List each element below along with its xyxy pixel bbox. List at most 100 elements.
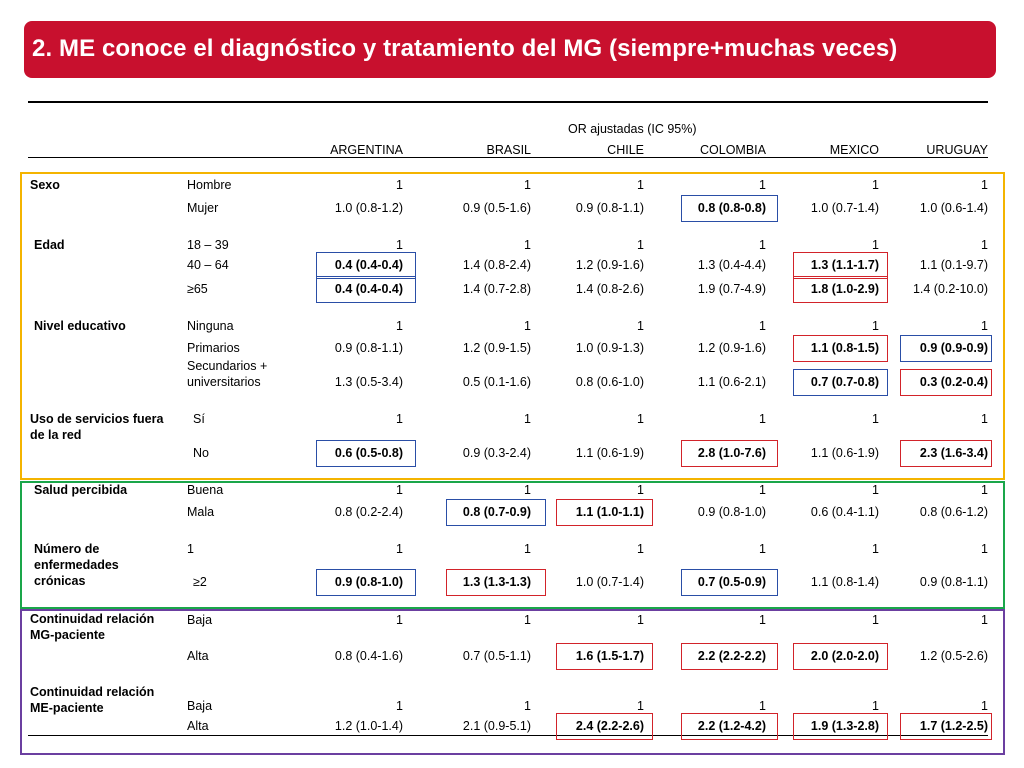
- table-cell: 1.2 (1.0-1.4): [334, 719, 403, 733]
- table-cell: 1: [872, 483, 879, 497]
- highlight-box: [316, 252, 416, 279]
- table-cell: 2.2 (1.2-4.2): [697, 719, 766, 733]
- table-cell: 1.1 (0.6-1.9): [810, 446, 879, 460]
- highlight-box: [681, 195, 778, 222]
- table-cell: 0.6 (0.5-0.8): [334, 446, 403, 460]
- column-header-chile: CHILE: [607, 143, 644, 157]
- group-label: Sexo: [30, 178, 60, 192]
- group-label: Salud percibida: [34, 483, 128, 497]
- table-cell: 1.4 (0.8-2.6): [575, 282, 644, 296]
- table-cell: 0.5 (0.1-1.6): [462, 375, 531, 389]
- table-cell: 0.9 (0.8-1.1): [575, 201, 644, 215]
- table-cell: 1: [759, 178, 766, 192]
- table-cell: 0.8 (0.4-1.6): [334, 649, 403, 663]
- table-cell: 1: [872, 613, 879, 627]
- table-cell: 1.0 (0.7-1.4): [810, 201, 879, 215]
- header-rule: [28, 157, 988, 158]
- highlight-box: [446, 499, 546, 526]
- row-label: Buena: [187, 483, 224, 497]
- table-cell: 1: [637, 483, 644, 497]
- table-cell: 0.8 (0.7-0.9): [462, 505, 531, 519]
- highlight-box: [793, 369, 888, 396]
- title-banner: 2. ME conoce el diagnóstico y tratamient…: [24, 21, 996, 78]
- table-cell: 1: [759, 238, 766, 252]
- table-cell: 1.0 (0.6-1.4): [919, 201, 988, 215]
- table-cell: 1: [396, 238, 403, 252]
- highlight-box: [681, 643, 778, 670]
- table-cell: 0.9 (0.8-1.0): [334, 575, 403, 589]
- table-cell: 1.7 (1.2-2.5): [919, 719, 988, 733]
- highlight-box: [900, 335, 992, 362]
- table-cell: 0.8 (0.8-0.8): [697, 201, 766, 215]
- table-cell: 1: [396, 178, 403, 192]
- table-cell: 1.3 (1.3-1.3): [462, 575, 531, 589]
- table-cell: 1.1 (0.6-1.9): [575, 446, 644, 460]
- table-cell: 1: [637, 319, 644, 333]
- table-cell: 1: [872, 412, 879, 426]
- table-cell: 1: [524, 613, 531, 627]
- table-cell: 1: [872, 178, 879, 192]
- table-cell: 0.4 (0.4-0.4): [334, 258, 403, 272]
- table-cell: 1: [396, 483, 403, 497]
- table-cell: 1.8 (1.0-2.9): [810, 282, 879, 296]
- table-cell: 2.8 (1.0-7.6): [697, 446, 766, 460]
- highlight-box: [556, 499, 653, 526]
- table-cell: 1: [872, 319, 879, 333]
- table-cell: 1: [524, 699, 531, 713]
- table-cell: 1: [981, 412, 988, 426]
- table-cell: 1: [524, 238, 531, 252]
- column-header-brasil: BRASIL: [486, 143, 531, 157]
- table-top-rule: [28, 101, 988, 103]
- highlight-box: [681, 440, 778, 467]
- table-cell: 0.9 (0.8-1.1): [334, 341, 403, 355]
- table-cell: 1: [981, 238, 988, 252]
- table-cell: 1.1 (0.8-1.5): [810, 341, 879, 355]
- row-label: Alta: [187, 719, 209, 733]
- table-cell: 1: [981, 319, 988, 333]
- row-label: ≥65: [187, 282, 208, 296]
- highlight-box: [316, 440, 416, 467]
- row-label: Baja: [187, 699, 213, 713]
- table-cell: 0.9 (0.8-1.1): [919, 575, 988, 589]
- table-cell: 1.0 (0.9-1.3): [575, 341, 644, 355]
- highlight-box: [556, 713, 653, 740]
- table-cell: 1.1 (0.1-9.7): [919, 258, 988, 272]
- group-label: Número de: [34, 542, 100, 556]
- highlight-box: [681, 713, 778, 740]
- table-cell: 1.2 (0.9-1.6): [697, 341, 766, 355]
- row-label: No: [193, 446, 209, 460]
- table-cell: 1: [981, 699, 988, 713]
- group-label: ME-paciente: [30, 701, 104, 715]
- table-cell: 1.1 (0.6-2.1): [697, 375, 766, 389]
- table-cell: 1: [524, 178, 531, 192]
- table-cell: 1: [396, 613, 403, 627]
- highlight-box: [793, 252, 888, 279]
- row-label: Baja: [187, 613, 213, 627]
- highlight-box: [900, 369, 992, 396]
- table-cell: 1: [396, 412, 403, 426]
- column-header-uruguay: URUGUAY: [926, 143, 988, 157]
- table-cell: 1: [872, 542, 879, 556]
- table-cell: 1.4 (0.2-10.0): [912, 282, 988, 296]
- table-cell: 0.8 (0.6-1.0): [575, 375, 644, 389]
- table-cell: 1: [981, 613, 988, 627]
- highlight-box: [900, 440, 992, 467]
- table-cell: 1: [981, 178, 988, 192]
- highlight-box: [793, 276, 888, 303]
- row-label: Mala: [187, 505, 215, 519]
- table-cell: 0.9 (0.3-2.4): [462, 446, 531, 460]
- highlight-box: [793, 335, 888, 362]
- table-cell: 1: [759, 483, 766, 497]
- highlight-box: [446, 569, 546, 596]
- row-label: 40 – 64: [187, 258, 229, 272]
- table-cell: 1: [637, 542, 644, 556]
- row-label: 1: [187, 542, 194, 556]
- group-label: de la red: [30, 428, 82, 442]
- highlight-box: [556, 643, 653, 670]
- column-header-colombia: COLOMBIA: [700, 143, 766, 157]
- table-cell: 0.7 (0.5-1.1): [462, 649, 531, 663]
- table-cell: 1: [759, 542, 766, 556]
- table-cell: 1.1 (1.0-1.1): [575, 505, 644, 519]
- row-label: universitarios: [187, 375, 261, 389]
- table-cell: 1: [759, 412, 766, 426]
